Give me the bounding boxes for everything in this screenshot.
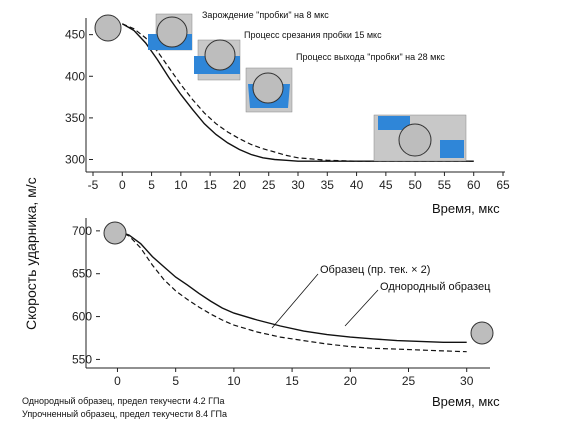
top-x-tick-label: 25	[262, 178, 276, 192]
bottom-x-tick-label: 5	[172, 374, 179, 388]
caption-line-2: Упрочненный образец, предел текучести 8.…	[22, 409, 227, 419]
top-x-tick-label: 40	[350, 178, 364, 192]
top-projectile-start	[94, 14, 122, 42]
legend-leader-dashed	[344, 289, 379, 327]
top-x-tick-label: 30	[291, 178, 305, 192]
caption-line-1: Однородный образец, предел текучести 4.2…	[22, 396, 224, 406]
bottom-projectile-end	[470, 321, 494, 345]
top-x-tick-label: 35	[321, 178, 335, 192]
bottom-x-axis-label: Время, мкс	[432, 394, 500, 409]
bottom-y-tick-label: 600	[72, 310, 92, 324]
legend-leader-solid	[271, 273, 319, 329]
annotation-15us: Процесс срезания пробки 15 мкс	[244, 30, 382, 40]
top-x-tick-label: 5	[148, 178, 155, 192]
bottom-x-tick-label: 30	[460, 374, 474, 388]
bottom-y-tick-label: 700	[72, 224, 92, 238]
bottom-x-tick-label: 15	[285, 374, 299, 388]
top-x-tick-label: 60	[467, 178, 481, 192]
top-x-tick-label: 10	[174, 178, 188, 192]
bottom-x-tick-label: 0	[114, 374, 121, 388]
top-series	[121, 23, 474, 162]
y-axis-label: Скорость ударника, м/с	[23, 177, 39, 330]
top-x-tick-label: 65	[496, 178, 510, 192]
top-x-tick-label: 20	[233, 178, 247, 192]
top-y-tick-label: 300	[65, 153, 85, 167]
bottom-x-tick-label: 25	[402, 374, 416, 388]
bottom-x-tick-label: 10	[227, 374, 241, 388]
bottom-series	[117, 230, 467, 353]
legend-label-dashed: Однородный образец	[380, 281, 491, 293]
top-y-tick-label: 400	[65, 69, 85, 83]
top-x-tick-label: 55	[438, 178, 452, 192]
top-ticks: -5 0 5 10 15 20 25 30 35 40 45 50 55 60 65 300 350 400 450	[65, 28, 510, 192]
bottom-y-tick-label: 650	[72, 267, 92, 281]
top-x-tick-label: 45	[379, 178, 393, 192]
top-y-tick-label: 350	[65, 111, 85, 125]
snapshot-15us	[194, 39, 241, 81]
bottom-x-tick-label: 20	[344, 374, 358, 388]
annotation-8us: Зарождение "пробки" на 8 мкс	[202, 10, 329, 20]
bottom-series-dashed-line	[117, 230, 467, 353]
top-x-tick-label: 15	[203, 178, 217, 192]
bottom-series-solid-line	[117, 230, 467, 343]
top-x-tick-label: 50	[408, 178, 422, 192]
top-x-tick-label: -5	[88, 178, 99, 192]
bottom-chart: 0 5 10 15 20 25 30 550 600 650 700 Время, мкс Обра…	[72, 218, 500, 409]
snapshot-final	[373, 114, 467, 162]
top-x-axis-label: Время, мкс	[432, 201, 500, 216]
top-x-tick-label: 0	[119, 178, 126, 192]
top-chart: -5 0 5 10 15 20 25 30 35 40 45 50 55 60 65 300 350 400 450…	[65, 10, 510, 216]
snapshot-8us	[148, 13, 193, 51]
bottom-projectile-start	[103, 221, 127, 245]
snapshot-28us	[245, 67, 293, 113]
annotation-28us: Процесс выхода "пробки" на 28 мкс	[296, 52, 445, 62]
bottom-ticks: 0 5 10 15 20 25 30 550 600 650 700	[72, 224, 474, 388]
bottom-y-tick-label: 550	[72, 352, 92, 366]
legend-label-solid: Образец (пр. тек. × 2)	[320, 264, 430, 276]
top-series-solid-line	[121, 23, 474, 162]
top-y-tick-label: 450	[65, 28, 85, 42]
